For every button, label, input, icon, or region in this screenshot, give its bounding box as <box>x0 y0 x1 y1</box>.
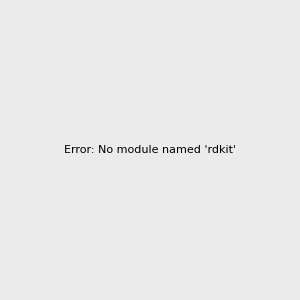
Text: Error: No module named 'rdkit': Error: No module named 'rdkit' <box>64 145 236 155</box>
